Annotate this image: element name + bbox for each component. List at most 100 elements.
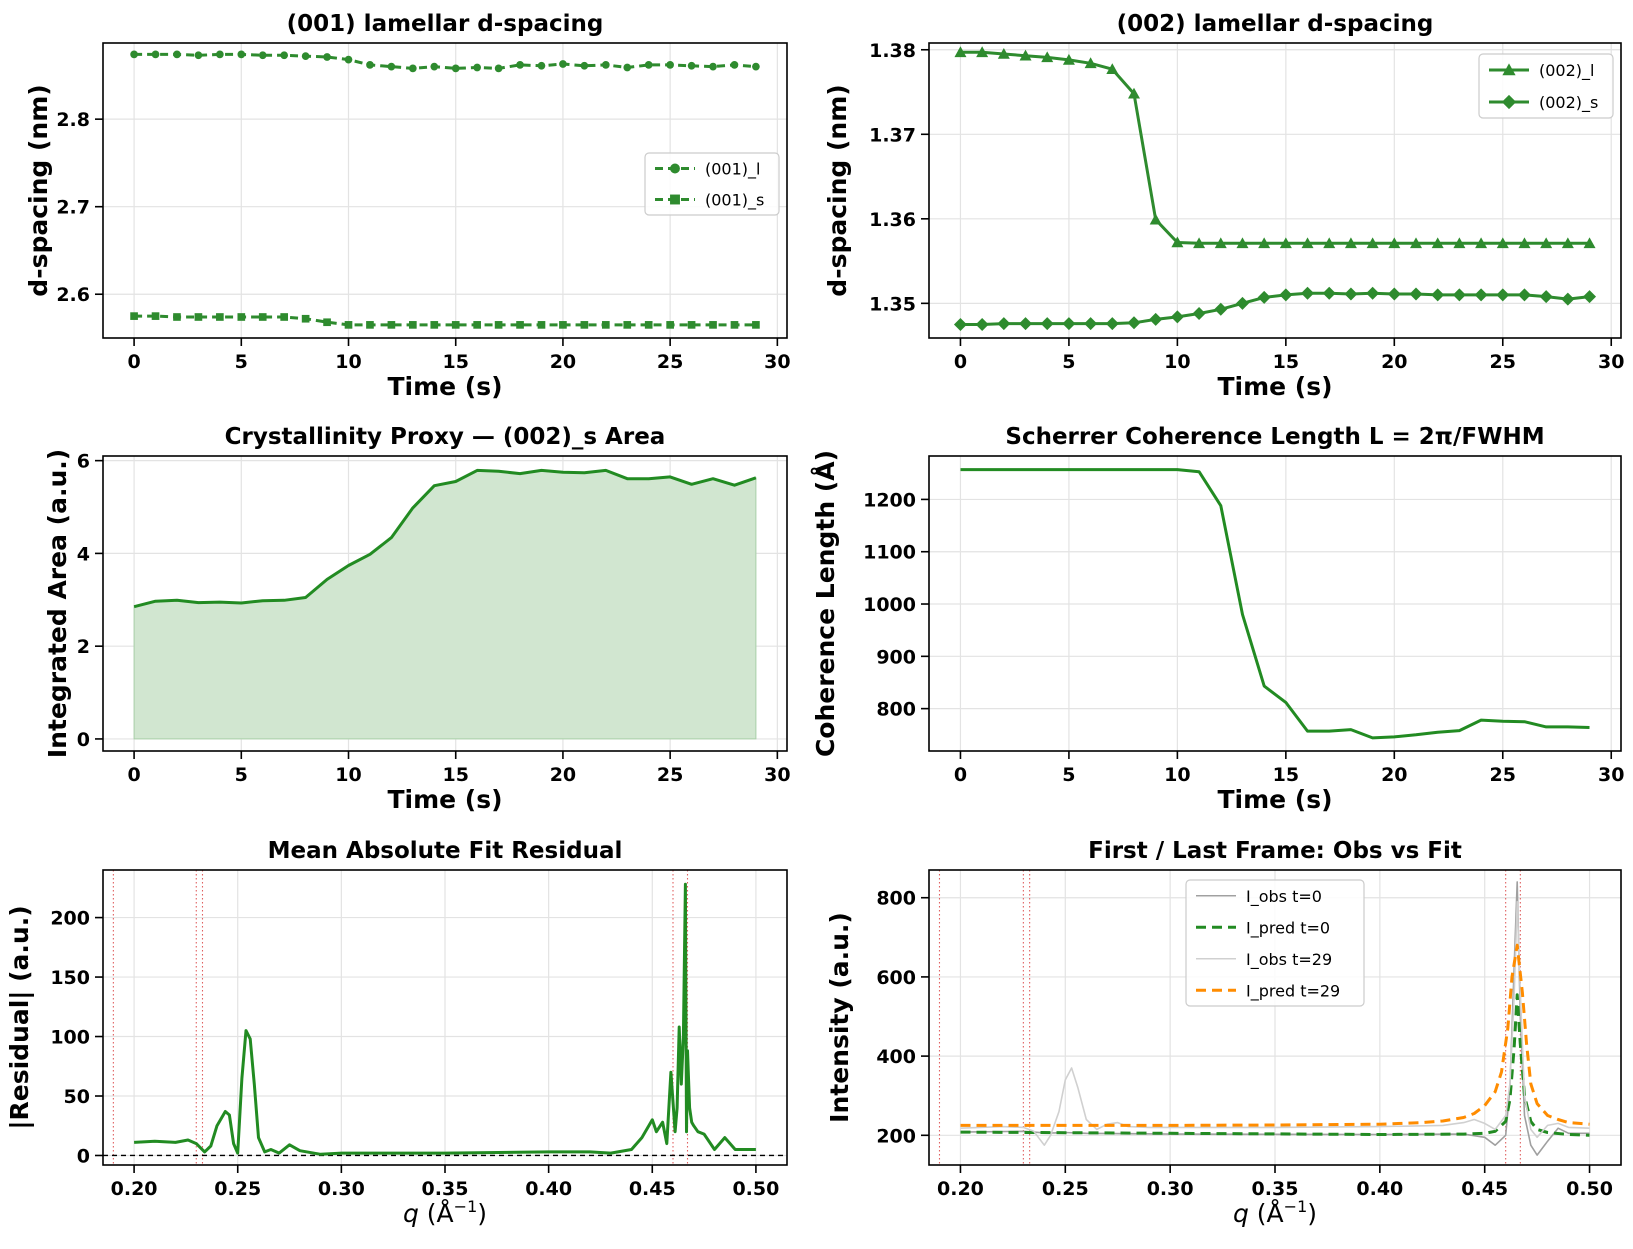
x-axis-label: Time (s) [1217,785,1332,814]
x-tick-label: 10 [335,351,361,373]
x-tick-label: 10 [1164,764,1190,786]
x-tick-label: 5 [1062,764,1075,786]
data-point [1149,312,1163,326]
legend-marker [670,194,680,205]
x-tick-label: 0.35 [422,1178,469,1200]
data-point [1279,237,1292,249]
data-point [323,318,331,327]
x-tick-label: 0.45 [1461,1178,1508,1200]
data-point [151,50,160,59]
x-tick-label: 0.25 [214,1178,261,1200]
series-line-2 [960,900,1590,1146]
y-tick-label: 1100 [863,542,916,564]
data-point [1583,290,1597,304]
y-tick-label: 2.6 [56,284,90,306]
legend-label: (001)_l [705,160,760,180]
data-point [601,321,610,329]
legend-marker [670,163,680,174]
data-point [451,64,460,73]
x-tick-label: 0 [127,764,140,786]
legend-label: (001)_s [705,191,764,211]
data-point [644,321,653,329]
legend-marker [1501,94,1517,110]
x-tick-label: 25 [657,764,683,786]
x-tick-label: 10 [1164,351,1190,373]
data-point [1496,237,1509,249]
x-axis-label-sup: −1 [454,1197,478,1216]
data-point [730,61,739,69]
x-tick-label: 30 [1598,351,1624,373]
data-point [1106,63,1119,75]
y-tick-label: 50 [64,1086,90,1108]
data-point [1517,288,1531,302]
y-axis-label: Coherence Length (Å) [811,450,840,757]
data-point [1388,237,1401,249]
y-tick-label: 1200 [863,489,916,511]
x-tick-label: 0.20 [111,1178,158,1200]
y-tick-label: 4 [77,543,90,565]
data-point [516,321,524,329]
data-point [975,317,989,331]
x-tick-label: 20 [550,351,576,373]
data-point [366,321,374,329]
data-point [237,313,246,321]
data-point [194,313,203,321]
data-point [323,53,331,61]
data-point [301,52,310,60]
data-point [344,321,353,329]
data-point [1583,237,1596,249]
data-point [1410,237,1423,249]
data-point [1105,317,1119,331]
data-point [537,321,546,329]
data-point [494,321,503,329]
x-tick-label: 25 [1490,764,1516,786]
data-point [559,321,567,329]
x-axis-label-q: q [403,1199,419,1228]
data-point [559,60,567,68]
panel-p6: 0.20 0.25 0.30 0.35 0.40 0.45 0.50 200 400 600 800… [825,838,1622,1228]
y-tick-label: 100 [50,1027,90,1049]
y-tick-label: 200 [876,1125,916,1147]
data-point [666,61,674,69]
data-point [1040,317,1054,331]
data-point [730,321,739,329]
data-point [173,313,181,321]
data-point [752,62,760,71]
data-point [1539,290,1553,304]
x-tick-label: 25 [1490,351,1516,373]
data-point [216,313,224,321]
x-tick-label: 0.20 [937,1178,984,1200]
data-point [1561,237,1574,249]
data-point [1475,237,1488,249]
y-tick-label: 2 [77,636,90,658]
legend-label: I_obs t=0 [1246,887,1322,907]
x-tick-label: 5 [1062,351,1075,373]
data-point [280,313,289,321]
series-line-0 [960,881,1590,1156]
data-point [216,50,224,59]
data-point [623,63,632,72]
data-point [1257,290,1271,304]
data-point [1322,286,1336,300]
plot-area [960,468,1590,740]
x-tick-label: 0.40 [525,1178,572,1200]
data-point [687,61,696,70]
x-tick-label: 15 [1273,351,1299,373]
data-point [953,317,967,331]
x-tick-label: 30 [764,764,790,786]
data-point [237,50,246,59]
series-line-0 [960,50,1590,245]
y-axis-label: d-spacing (nm) [24,84,53,296]
data-point [473,63,481,72]
data-point [494,64,503,73]
x-axis-label: q (Å−1) [1233,1197,1317,1228]
x-axis-label: q (Å−1) [403,1197,487,1228]
y-tick-label: 2.7 [56,197,90,219]
data-point [1387,287,1401,301]
data-point [1019,49,1032,61]
data-point [709,321,717,329]
data-point [976,46,989,58]
x-axis-label-unit: (Å [1249,1199,1284,1228]
data-point [1214,237,1227,249]
x-tick-label: 15 [1273,764,1299,786]
